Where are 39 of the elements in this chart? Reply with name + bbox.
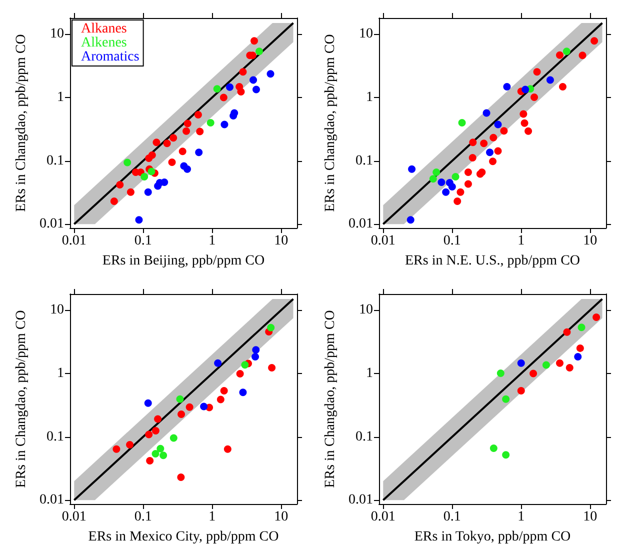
x-tick-label: 1 <box>208 234 216 248</box>
y-tick-label: 10 <box>359 302 373 318</box>
x-axis-title: ERs in N.E. U.S., ppb/ppm CO <box>404 254 580 268</box>
y-tick-label: 1 <box>57 90 64 105</box>
y-axis-title: ERs in Changdao, ppb/ppm CO <box>323 34 338 212</box>
x-axis-title: ERs in Beijing, ppb/ppm CO <box>102 254 265 268</box>
y-tick-label: 1 <box>57 366 64 381</box>
x-axis-title: ERs in Tokyo, ppb/ppm CO <box>414 530 571 544</box>
text: Aromatics <box>81 50 140 64</box>
x-tick-label: 10 <box>583 510 598 524</box>
y-tick-label: 0.1 <box>46 429 64 444</box>
y-axis-title: ERs in Changdao, ppb/ppm CO <box>14 310 30 488</box>
y-axis-title: ERs in Changdao, ppb/ppm CO <box>323 310 338 488</box>
y-tick-label: 0.01 <box>348 216 373 232</box>
y-tick-label: 0.01 <box>348 492 373 508</box>
y-tick-label: 0.1 <box>356 153 373 168</box>
x-tick-label: 10 <box>583 234 598 248</box>
y-tick-label: 1 <box>366 90 373 105</box>
x-tick-label: 0.1 <box>443 510 461 524</box>
x-tick-label: 0.1 <box>134 510 152 524</box>
y-tick-label: 0.1 <box>46 153 64 168</box>
y-tick-label: 0.01 <box>40 216 64 232</box>
y-tick-label: 10 <box>359 26 373 42</box>
y-tick-label: 0.1 <box>356 429 373 444</box>
text: Alkenes <box>81 36 127 50</box>
x-tick-label: 10 <box>274 510 288 524</box>
y-tick-label: 10 <box>50 26 64 42</box>
y-tick-label: 1 <box>366 366 373 381</box>
y-tick-label: 10 <box>50 302 64 318</box>
x-tick-label: 0.1 <box>134 234 152 248</box>
x-tick-label: 1 <box>208 510 216 524</box>
x-tick-label: 10 <box>274 234 288 248</box>
x-tick-label: 1 <box>518 510 525 524</box>
y-axis-title: ERs in Changdao, ppb/ppm CO <box>14 34 30 212</box>
text: Alkanes <box>81 22 127 36</box>
x-tick-label: 0.1 <box>443 234 461 248</box>
x-axis-title: ERs in Mexico City, ppb/ppm CO <box>88 530 279 544</box>
x-tick-label: 1 <box>518 234 525 248</box>
y-tick-label: 0.01 <box>40 492 64 508</box>
